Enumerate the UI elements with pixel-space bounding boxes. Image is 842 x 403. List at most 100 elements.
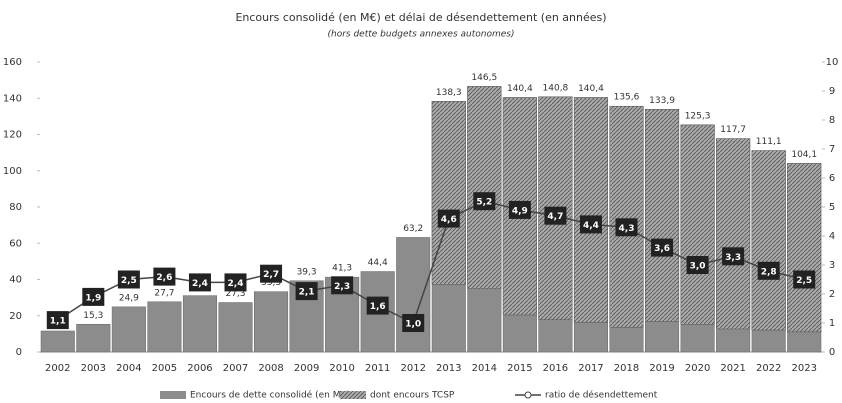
ratio-value-label: 4,7 xyxy=(547,212,563,222)
legend-marker xyxy=(524,391,532,399)
bar xyxy=(218,302,253,353)
legend-label: Encours de dette consolidé (en M€) xyxy=(190,390,350,401)
bar-tcsp xyxy=(787,163,822,333)
bar xyxy=(182,295,217,353)
ratio-value-label: 4,3 xyxy=(619,224,635,234)
ratio-marker xyxy=(722,247,745,266)
bar-value-label: 63,2 xyxy=(403,224,423,234)
y2-tick-label: 1 xyxy=(829,318,835,329)
ratio-value-label: 2,5 xyxy=(796,276,812,286)
ratio-value-label: 2,5 xyxy=(121,276,137,286)
x-tick-label: 2007 xyxy=(223,363,248,374)
x-tick-label: 2019 xyxy=(649,363,674,374)
ratio-marker xyxy=(579,215,602,234)
ratio-marker xyxy=(473,192,496,211)
bar-value-label: 104,1 xyxy=(791,150,817,160)
ratio-marker xyxy=(331,276,354,295)
bar xyxy=(147,301,182,353)
y2-tick-label: 0 xyxy=(829,347,835,358)
x-tick-label: 2009 xyxy=(294,363,319,374)
legend-label: ratio de désendettement xyxy=(545,390,658,401)
chart-subtitle: (hors dette budgets annexes autonomes) xyxy=(328,30,515,40)
bar-tcsp xyxy=(467,86,502,289)
ratio-value-label: 2,3 xyxy=(334,282,350,292)
ratio-value-label: 2,4 xyxy=(228,279,244,289)
ratio-value-label: 1,9 xyxy=(85,293,101,303)
bar-value-label: 41,3 xyxy=(332,264,352,274)
x-tick-label: 2022 xyxy=(756,363,781,374)
x-tick-label: 2017 xyxy=(578,363,603,374)
bar xyxy=(76,324,111,353)
bar-tcsp xyxy=(609,105,644,328)
ratio-marker xyxy=(366,296,389,315)
x-tick-label: 2012 xyxy=(401,363,426,374)
x-tick-label: 2002 xyxy=(45,363,70,374)
legend-swatch xyxy=(340,391,366,399)
ratio-marker xyxy=(82,287,105,306)
ratio-marker xyxy=(188,273,211,292)
bar-value-label: 15,3 xyxy=(83,311,103,321)
ratio-marker xyxy=(260,264,283,283)
y2-tick-label: 8 xyxy=(829,115,835,126)
bar-value-label: 33,3 xyxy=(261,278,281,288)
y2-tick-label: 2 xyxy=(829,289,835,300)
ratio-value-label: 2,7 xyxy=(263,270,279,280)
bar-value-label: 140,4 xyxy=(507,84,533,94)
bar-tcsp xyxy=(716,138,751,330)
x-tick-label: 2013 xyxy=(436,363,461,374)
y2-tick-label: 10 xyxy=(826,57,839,68)
bar-value-label: 39,3 xyxy=(297,267,317,277)
bar-value-label: 140,4 xyxy=(578,84,604,94)
ratio-value-label: 1,1 xyxy=(50,317,66,327)
y2-tick-label: 3 xyxy=(829,260,835,271)
bar-value-label: 138,3 xyxy=(436,88,462,98)
bar-value-label: 117,7 xyxy=(720,125,746,135)
y-tick-label: 160 xyxy=(3,57,22,68)
bar-value-label: 44,4 xyxy=(368,258,388,268)
y-tick-label: 60 xyxy=(9,238,22,249)
x-tick-label: 2008 xyxy=(258,363,283,374)
legend-label: dont encours TCSP xyxy=(370,391,455,401)
ratio-value-label: 2,4 xyxy=(192,279,208,289)
ratio-value-label: 5,2 xyxy=(476,198,492,208)
ratio-value-label: 1,0 xyxy=(405,320,421,330)
y-tick-label: 120 xyxy=(3,130,22,141)
ratio-marker xyxy=(153,267,176,286)
x-tick-label: 2003 xyxy=(81,363,106,374)
bar-value-label: 111,1 xyxy=(756,137,782,147)
x-tick-label: 2016 xyxy=(543,363,568,374)
bar-tcsp xyxy=(573,97,608,323)
ratio-marker xyxy=(686,256,709,274)
bar xyxy=(40,330,75,353)
bar-value-label: 24,9 xyxy=(119,293,139,303)
legend-swatch xyxy=(160,391,186,399)
x-tick-label: 2004 xyxy=(116,363,141,374)
bar xyxy=(111,306,146,353)
bar xyxy=(396,237,431,353)
bar-value-label: 133,9 xyxy=(649,96,675,106)
ratio-marker xyxy=(224,273,247,292)
x-tick-label: 2015 xyxy=(507,363,532,374)
x-tick-label: 2021 xyxy=(720,363,745,374)
ratio-value-label: 4,9 xyxy=(512,206,528,216)
ratio-value-label: 4,6 xyxy=(441,215,457,225)
y2-tick-label: 5 xyxy=(829,202,835,213)
chart-title: Encours consolidé (en M€) et délai de dé… xyxy=(235,11,606,24)
bar-tcsp xyxy=(680,124,715,325)
ratio-value-label: 4,4 xyxy=(583,221,599,231)
ratio-value-label: 1,6 xyxy=(370,302,386,312)
y-tick-label: 20 xyxy=(9,311,22,322)
y-tick-label: 40 xyxy=(9,275,22,286)
bar-value-label: 125,3 xyxy=(685,111,711,121)
x-tick-label: 2010 xyxy=(329,363,354,374)
ratio-marker xyxy=(402,314,425,332)
ratio-value-label: 2,1 xyxy=(299,288,315,298)
bar-value-label: 135,6 xyxy=(614,93,640,103)
ratio-marker xyxy=(544,206,567,225)
y2-tick-label: 7 xyxy=(829,144,835,155)
ratio-marker xyxy=(295,282,318,301)
y-tick-label: 100 xyxy=(3,166,22,177)
ratio-marker xyxy=(793,270,816,289)
bar xyxy=(254,291,289,353)
